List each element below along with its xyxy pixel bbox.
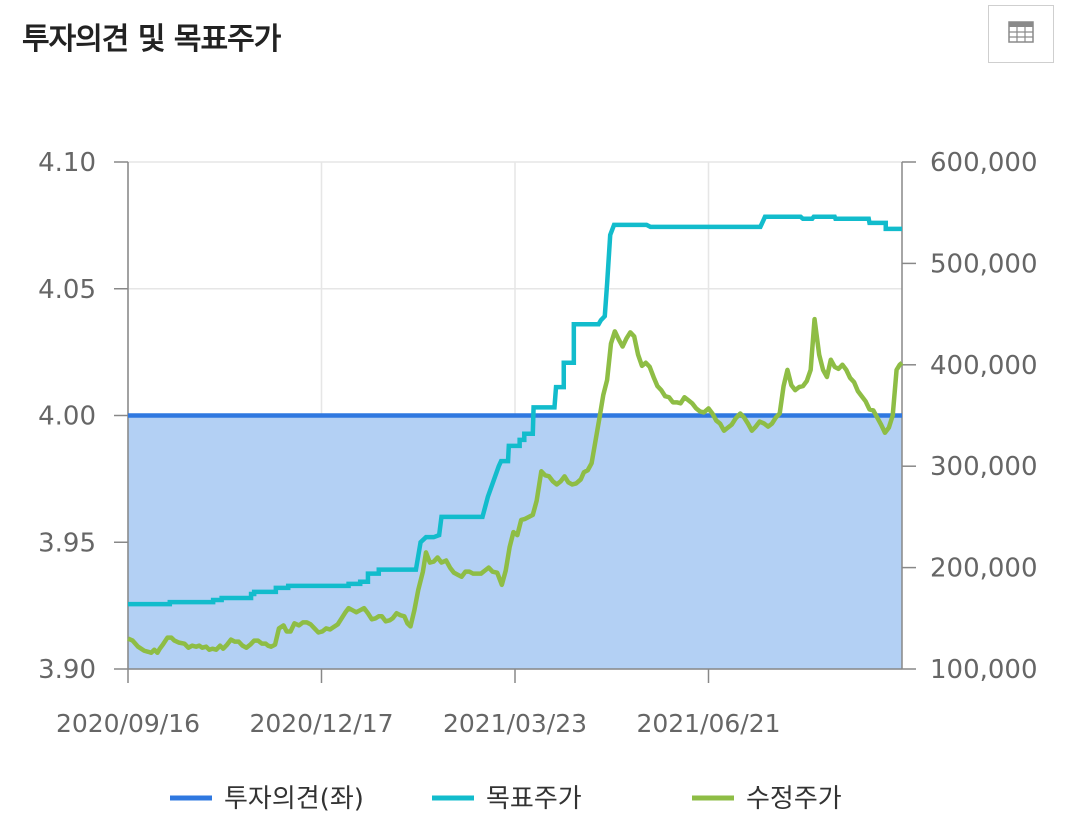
left-tick-label: 4.05: [38, 275, 96, 305]
left-tick-label: 4.00: [38, 402, 96, 432]
legend-item[interactable]: 수정주가: [692, 784, 842, 814]
table-grid-icon: [1008, 21, 1034, 47]
x-tick-label: 2021/06/21: [636, 709, 780, 738]
legend-item[interactable]: 목표주가: [432, 784, 582, 814]
right-tick-label: 200,000: [930, 554, 1038, 584]
legend-item[interactable]: 투자의견(좌): [170, 784, 364, 814]
target-price-series-line: [128, 214, 902, 607]
x-tick-label: 2020/09/16: [56, 709, 200, 738]
opinion-area-fill: [128, 415, 902, 669]
adjusted-price-series-line: [127, 316, 904, 656]
opinion-area: [128, 415, 902, 669]
x-tick-label: 2020/12/17: [249, 709, 393, 738]
right-tick-label: 100,000: [930, 655, 1038, 685]
x-tick-label: 2021/03/23: [443, 709, 587, 738]
axes: 4.10 4.05 4.00 3.95 3.90 600,000 500,000 400,00…: [38, 148, 1037, 738]
left-tick-label: 3.90: [38, 655, 96, 685]
table-view-button[interactable]: [988, 5, 1054, 63]
legend: 투자의견(좌) 목표주가 수정주가: [170, 784, 842, 814]
right-tick-label: 600,000: [930, 148, 1038, 178]
right-tick-label: 300,000: [930, 452, 1038, 482]
legend-label: 수정주가: [746, 784, 842, 814]
legend-label: 목표주가: [486, 784, 582, 814]
chart-title: 투자의견 및 목표주가: [22, 22, 281, 57]
right-tick-label: 500,000: [930, 249, 1038, 279]
legend-label: 투자의견(좌): [224, 784, 364, 814]
left-tick-label: 4.10: [38, 148, 96, 178]
left-tick-label: 3.95: [38, 528, 96, 558]
right-tick-label: 400,000: [930, 351, 1038, 381]
series-lines: [127, 214, 904, 656]
